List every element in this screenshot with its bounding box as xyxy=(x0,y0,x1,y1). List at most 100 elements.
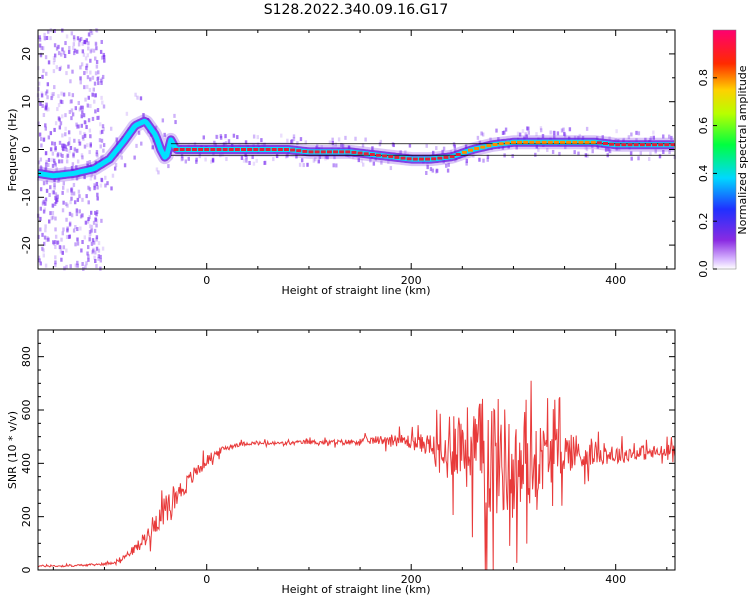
spectrogram-cell xyxy=(198,154,201,159)
spectrogram-cell xyxy=(57,116,61,121)
spectrogram-cell xyxy=(37,234,40,239)
spectrogram-cell xyxy=(608,136,611,141)
spectrogram-cell xyxy=(87,32,91,37)
snr-ytick-label: 400 xyxy=(20,453,33,474)
spectrogram-cell xyxy=(110,186,113,191)
spectrogram-cell xyxy=(371,146,374,151)
spectrogram-cell xyxy=(37,160,41,165)
colorbar-gradient xyxy=(712,29,737,270)
spectrogram-cell xyxy=(81,41,84,46)
track-peak xyxy=(296,149,302,153)
track-peak xyxy=(609,142,615,146)
spectrogram-cell xyxy=(80,123,83,128)
spectrogram-cell xyxy=(380,160,383,165)
spectrogram-cell xyxy=(51,141,54,146)
spectrogram-cell xyxy=(89,77,92,82)
spectrogram-cell xyxy=(54,260,57,265)
spectrogram-cell xyxy=(51,93,54,98)
spectrogram-cell xyxy=(54,199,58,204)
spectrogram-cell xyxy=(151,145,154,150)
spectrogram-cell xyxy=(54,255,57,260)
spectrogram-cell xyxy=(334,142,338,147)
spectrogram-cell xyxy=(92,220,96,225)
spectrogram-cell xyxy=(432,150,435,155)
spectrogram-cell xyxy=(84,56,88,61)
spectrogram-ticks: 0 200 400 -20 -10 0 10 20 xyxy=(20,29,675,287)
spectrogram-cell xyxy=(60,91,63,96)
spectrogram-cell xyxy=(89,176,93,181)
track-peak xyxy=(523,140,529,144)
spectrogram-cell xyxy=(113,166,117,171)
spectrogram-cell xyxy=(585,147,589,152)
snr-xtick-label: 200 xyxy=(401,573,422,586)
spectrogram-cell xyxy=(91,92,94,97)
spectrogram-cell xyxy=(184,159,188,164)
spectrogram-cell xyxy=(87,41,90,46)
track-peak xyxy=(633,143,639,147)
spectrogram-cell xyxy=(74,106,78,111)
spectrogram-cell xyxy=(82,52,86,57)
spectrogram-cell xyxy=(90,228,93,233)
spectrogram-cell xyxy=(260,138,263,143)
colorbar-tick-label: 0.0 xyxy=(697,260,710,278)
spectrogram-cell xyxy=(111,173,115,178)
spectrogram-cell xyxy=(52,69,56,74)
track-peak xyxy=(339,150,345,154)
snr-xtick-label: 400 xyxy=(605,573,626,586)
spectrogram-cell xyxy=(99,254,102,259)
spectrogram-cell xyxy=(43,32,46,37)
spectrogram-cell xyxy=(39,261,42,266)
spectrogram-cell xyxy=(62,146,65,151)
spectrogram-cell xyxy=(48,192,51,197)
track-peak xyxy=(566,140,572,144)
spectrogram-cell xyxy=(52,240,55,245)
spectrogram-cell xyxy=(94,210,97,215)
spectrogram-cell xyxy=(292,137,296,142)
spectrogram-cell xyxy=(62,245,66,250)
spectrogram-cell xyxy=(65,147,68,152)
spectrogram-cell xyxy=(42,253,45,258)
spectrogram-cell xyxy=(71,186,74,191)
spectrogram-cell xyxy=(47,107,50,112)
spectrogram-cell xyxy=(315,144,319,149)
spectrogram-cell xyxy=(99,122,102,127)
spectrogram-cell xyxy=(652,135,655,140)
track-peak xyxy=(480,145,486,149)
spectrogram-cell xyxy=(99,130,103,135)
spectrogram-cell xyxy=(58,159,61,164)
spectrogram-cell xyxy=(94,109,97,114)
colorbar-tick-label: 0.4 xyxy=(697,165,710,183)
spectrogram-cell xyxy=(66,153,70,158)
spectrogram-cell xyxy=(52,190,56,195)
spectrogram-cell xyxy=(86,219,90,224)
track-peak xyxy=(504,141,510,145)
spectrogram-cell xyxy=(95,264,98,269)
spectrogram-cell xyxy=(65,34,69,39)
spectrogram-cell xyxy=(635,130,638,135)
spectrogram-cell xyxy=(93,255,96,260)
spectrogram-cell xyxy=(101,55,104,60)
spectrogram-cell xyxy=(58,67,62,72)
track-peak xyxy=(492,142,498,146)
spectrogram-cell xyxy=(38,258,41,263)
spectrogram-cell xyxy=(76,241,80,246)
spectrogram-cell xyxy=(292,134,296,139)
spectrogram-cell xyxy=(361,162,365,167)
spectrogram-cell xyxy=(482,158,485,163)
spectrogram-cell xyxy=(154,125,158,130)
track-peak xyxy=(271,148,277,151)
spectrogram-cell xyxy=(426,165,429,170)
spectrogram-cell xyxy=(232,133,236,138)
spectrogram-cell xyxy=(236,135,239,140)
track-peak xyxy=(418,157,424,161)
spectrogram-cell xyxy=(72,228,76,233)
track-peak xyxy=(621,143,627,147)
spectrogram-cell xyxy=(39,136,43,141)
track-peak xyxy=(247,148,253,151)
spectrogram-cell xyxy=(65,159,69,164)
spectrogram-cell xyxy=(255,158,258,163)
spectrogram-cell xyxy=(64,144,68,149)
spectrogram-cell xyxy=(332,142,335,147)
spectrogram-cell xyxy=(86,103,90,108)
spectrogram-cell xyxy=(95,218,99,223)
